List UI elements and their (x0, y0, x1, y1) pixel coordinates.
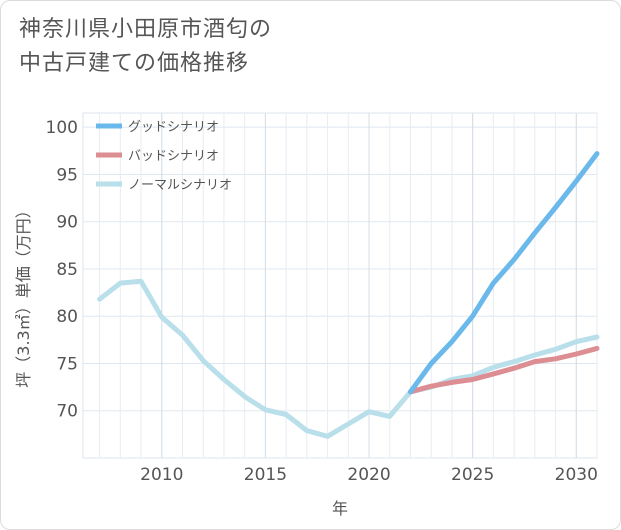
legend-label-0: グッドシナリオ (128, 120, 219, 135)
chart-title: 神奈川県小田原市酒匂の 中古戸建ての価格推移 (19, 13, 272, 81)
grid-lines (83, 113, 598, 458)
x-tick-labels: 2010 2015 2020 2025 2030 (140, 465, 598, 485)
y-tick-label: 95 (56, 165, 78, 185)
legend-label-2: ノーマルシナリオ (128, 178, 232, 193)
y-tick-label: 75 (56, 354, 78, 374)
y-tick-labels: 70 75 80 85 90 95 100 (46, 118, 78, 422)
x-tick-label: 2025 (451, 465, 494, 485)
plot-area (82, 112, 598, 459)
series-line-0 (408, 151, 600, 395)
x-tick-label: 2020 (347, 465, 390, 485)
y-tick-label: 85 (56, 260, 78, 280)
x-tick-label: 2030 (555, 465, 598, 485)
chart-title-line2: 中古戸建ての価格推移 (19, 51, 250, 76)
series-line-2 (97, 278, 600, 439)
series-lines (97, 151, 600, 439)
x-tick-label: 2010 (140, 465, 183, 485)
legend-label-1: バッドシナリオ (128, 149, 219, 164)
series-line-1 (408, 345, 600, 395)
y-tick-label: 90 (56, 213, 78, 233)
y-tick-label: 80 (56, 307, 78, 327)
y-axis-title: 坪（3.3㎡）単価（万円） (14, 202, 33, 387)
chart-title-line1: 神奈川県小田原市酒匂の (19, 17, 273, 42)
x-tick-label: 2015 (244, 465, 287, 485)
y-tick-label: 100 (46, 118, 78, 138)
x-axis-title: 年 (332, 499, 348, 518)
y-tick-label: 70 (56, 402, 78, 422)
